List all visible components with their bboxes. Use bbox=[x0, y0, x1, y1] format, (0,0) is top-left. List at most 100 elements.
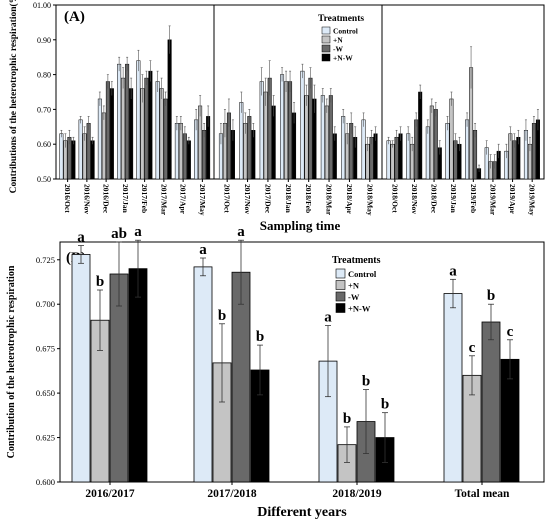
panel-a-bar-w bbox=[414, 119, 419, 180]
panel-a-bar-n bbox=[121, 77, 126, 180]
panel-a-bar-control bbox=[97, 98, 102, 180]
panel-a-xtick-label: 2016/Oct bbox=[63, 184, 72, 213]
panel-a-legend-swatch-n-w bbox=[321, 53, 331, 62]
panel-b-yaxis: 0.600 0.625 0.650 0.675 0.700 0.725 bbox=[36, 255, 60, 487]
panel-a-bar-control bbox=[78, 119, 83, 180]
panel-b-significance-letter: b bbox=[487, 288, 495, 304]
panel-a-bar-n-w bbox=[109, 88, 114, 180]
panel-a-legend-label-control: Control bbox=[333, 27, 358, 36]
panel-b-bar-w bbox=[481, 321, 501, 483]
panel-a-bar-n-w bbox=[186, 140, 191, 180]
panel-a-xtick-label: 2018/May bbox=[365, 184, 374, 216]
panel-a-bar-w bbox=[144, 77, 149, 180]
panel-a-xtick-label: 2018/Mar bbox=[325, 184, 334, 216]
panel-a-yaxis: 0.50 0.60 0.70 0.80 0.90 01.00 bbox=[33, 1, 56, 184]
panel-b-significance-letter: c bbox=[469, 340, 476, 356]
panel-b-legend-title: Treatments bbox=[332, 255, 381, 266]
panel-a-bar-control bbox=[425, 126, 430, 180]
panel-b-significance-letter: a bbox=[237, 224, 245, 240]
panel-a-bar-w bbox=[473, 130, 478, 180]
panel-b-legend-label-control: Control bbox=[348, 269, 377, 279]
panel-b-xtick-label: 2017/2018 bbox=[207, 488, 256, 500]
panel-a-ytick-label: 0.80 bbox=[37, 71, 51, 80]
panel-a-bar-control bbox=[320, 95, 325, 180]
panel-a-bar-n-w bbox=[129, 88, 134, 180]
panel-a-bar-n bbox=[198, 105, 203, 180]
panel-a-bar-control bbox=[280, 74, 285, 180]
panel-b-legend-label-n: +N bbox=[348, 281, 360, 291]
panel-a-xtick-label: 2017/Nov bbox=[243, 184, 252, 214]
panel-a-bar-control bbox=[59, 133, 64, 180]
panel-a-legend-swatch-n bbox=[321, 35, 331, 44]
panel-a-bar-control bbox=[341, 116, 346, 180]
panel-a-bar-n-w bbox=[271, 105, 276, 180]
panel-a-bar-w bbox=[328, 95, 333, 180]
panel-a-bar-n-w bbox=[418, 91, 423, 180]
panel-a-bar-w bbox=[105, 81, 110, 180]
panel-b-significance-letter: a bbox=[449, 263, 457, 279]
panel-a-bar-n bbox=[159, 88, 164, 180]
panel-a-xtick-label: 2018/Feb bbox=[304, 184, 313, 213]
panel-a-bar-control bbox=[174, 123, 179, 180]
panel-a-bar-control bbox=[445, 123, 450, 180]
panel-a-ytick-label: 0.60 bbox=[37, 140, 51, 149]
panel-a-xtick-label: 2019/May bbox=[528, 184, 537, 216]
panel-b-bar-control bbox=[443, 293, 463, 483]
panel-a-ylabel: Contributions of the heterotrophic respi… bbox=[8, 0, 19, 193]
panel-b-significance-letter: a bbox=[199, 242, 207, 258]
panel-a-legend-title: Treatments bbox=[318, 14, 364, 24]
panel-b-bar-control bbox=[193, 266, 213, 483]
panel-b-significance-letter: b bbox=[343, 411, 351, 427]
panel-a-xtick-label: 2018/Oct bbox=[390, 184, 399, 213]
panel-a-bar-n bbox=[101, 112, 106, 180]
panel-a-bar-w bbox=[125, 63, 130, 180]
panel-a-xtick-label: 2017/Mar bbox=[159, 184, 168, 216]
panel-b-significance-letter: b bbox=[381, 397, 389, 413]
panel-b-ytick-label: 0.650 bbox=[36, 388, 55, 398]
panel-a-legend-label-w: -W bbox=[333, 45, 343, 54]
panel-a-bar-w bbox=[202, 130, 207, 180]
panel-b-ytick-label: 0.725 bbox=[36, 255, 55, 265]
panel-b-ylabel: Contribution of the heterotrophic respir… bbox=[6, 265, 17, 458]
panel-b-xtick-label: Total mean bbox=[455, 488, 510, 500]
panel-a-legend-swatch-control bbox=[321, 26, 331, 35]
panel-a-bar-control bbox=[136, 60, 141, 180]
panel-a-xtick-label: 2017/Jan bbox=[121, 184, 130, 214]
panel-a-bar-n-w bbox=[251, 130, 256, 180]
panel-a-xtick-label: 2019/Apr bbox=[508, 184, 517, 215]
panel-a-ytick-label: 0.90 bbox=[37, 36, 51, 45]
panel-b-xtick-label: 2018/2019 bbox=[332, 488, 381, 500]
panel-a-bar-n-w bbox=[148, 70, 153, 180]
panel-b-legend-swatch-w bbox=[335, 291, 346, 302]
panel-a-bar-w bbox=[86, 123, 91, 180]
panel-a-bar-n-w bbox=[167, 39, 172, 180]
panel-a-xtick-label: 2018/Apr bbox=[345, 184, 354, 215]
panel-a-xtick-label: 2017/Dec bbox=[263, 184, 272, 214]
panel-a-xtick-label: 2016/Nov bbox=[82, 184, 91, 214]
panel-a-ytick-label: 0.50 bbox=[37, 175, 51, 184]
panel-a-bar-control bbox=[361, 119, 366, 180]
panel-a-xtick-label: 2017/Apr bbox=[179, 184, 188, 215]
panel-a-xtick-label: 2019/Jan bbox=[449, 184, 458, 214]
panel-a-bar-n-w bbox=[71, 140, 76, 180]
panel-a-bar-n bbox=[390, 143, 395, 180]
panel-b-ytick-label: 0.600 bbox=[36, 477, 55, 487]
panel-a-bar-w bbox=[288, 81, 293, 180]
panel-a-ytick-label: 01.00 bbox=[33, 1, 51, 10]
panel-b-legend-label-n-w: +N-W bbox=[348, 304, 371, 314]
panel-a-xtick-label: 2018/Jan bbox=[284, 184, 293, 214]
panel-a-xticks: 2016/Oct 2016/Nov 2016/Dec 2017/Jan 2017/Feb… bbox=[63, 179, 537, 216]
panel-b-significance-letter: c bbox=[507, 324, 514, 340]
panel-b-significance-letter: a bbox=[324, 310, 332, 326]
panel-b-ytick-label: 0.625 bbox=[36, 433, 55, 443]
panel-a-xlabel: Sampling time bbox=[260, 218, 341, 233]
panel-b-legend-swatch-n bbox=[335, 280, 346, 290]
panel-b-significance-letter: b bbox=[96, 274, 104, 290]
panel-b-legend-swatch-n-w bbox=[335, 303, 346, 313]
panel-b-significance-letter: ab bbox=[111, 226, 127, 242]
panel-a-bar-n bbox=[324, 105, 329, 180]
panel-b-significance-letter: b bbox=[256, 329, 264, 345]
panel-a-legend-label-n: +N bbox=[333, 36, 343, 45]
panel-b-significance-letter: a bbox=[77, 230, 85, 246]
